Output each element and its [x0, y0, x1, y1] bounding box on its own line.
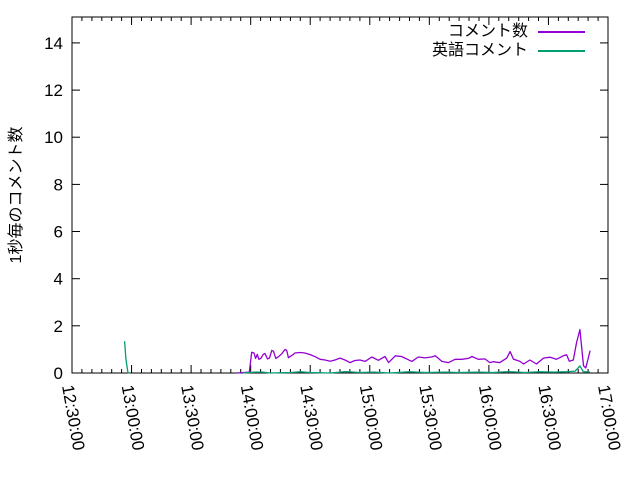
y-tick-label: 4 [54, 270, 63, 289]
x-tick-label: 14:00:00 [237, 383, 267, 451]
x-tick-label: 16:00:00 [475, 383, 505, 451]
x-tick-label: 13:30:00 [177, 383, 207, 451]
x-tick-label: 17:00:00 [594, 383, 624, 451]
y-tick-label: 6 [54, 223, 63, 242]
x-tick-label: 14:30:00 [296, 383, 326, 451]
y-tick-label: 14 [44, 34, 63, 53]
plot-border [71, 16, 609, 374]
x-tick-label: 13:00:00 [118, 383, 148, 451]
y-tick-labels: 0 2 4 6 8 10 12 14 [44, 34, 63, 383]
y-tick-label: 0 [54, 364, 63, 383]
y-ticks [72, 42, 608, 374]
legend-item-english-comments: 英語コメント [432, 43, 585, 59]
y-tick-label: 12 [44, 81, 63, 100]
series-comments [236, 328, 591, 374]
legend-label-english-comments: 英語コメント [431, 42, 528, 59]
legend-label-comments: コメント数 [447, 23, 528, 40]
y-tick-label: 10 [44, 128, 63, 147]
legend-item-comments: コメント数 [448, 24, 585, 40]
y-tick-label: 2 [54, 317, 63, 336]
x-tick-label: 12:30:00 [58, 383, 88, 451]
x-tick-label: 16:30:00 [534, 383, 564, 451]
legend: コメント数 英語コメント [0, 24, 585, 59]
x-tick-labels: 12:30:00 13:00:00 13:30:00 14:00:00 14:30:00… [58, 383, 624, 451]
y-tick-label: 8 [54, 175, 63, 194]
x-tick-label: 15:30:00 [415, 383, 445, 451]
x-major-ticks [71, 17, 609, 373]
legend-line-sample-english-comments [538, 50, 585, 52]
x-tick-label: 15:00:00 [356, 383, 386, 451]
series-english-comments [123, 341, 591, 374]
y-axis-label: 1秒毎のコメント数 [8, 126, 25, 264]
legend-line-sample-comments [538, 31, 585, 33]
x-minor-ticks [81, 17, 599, 373]
